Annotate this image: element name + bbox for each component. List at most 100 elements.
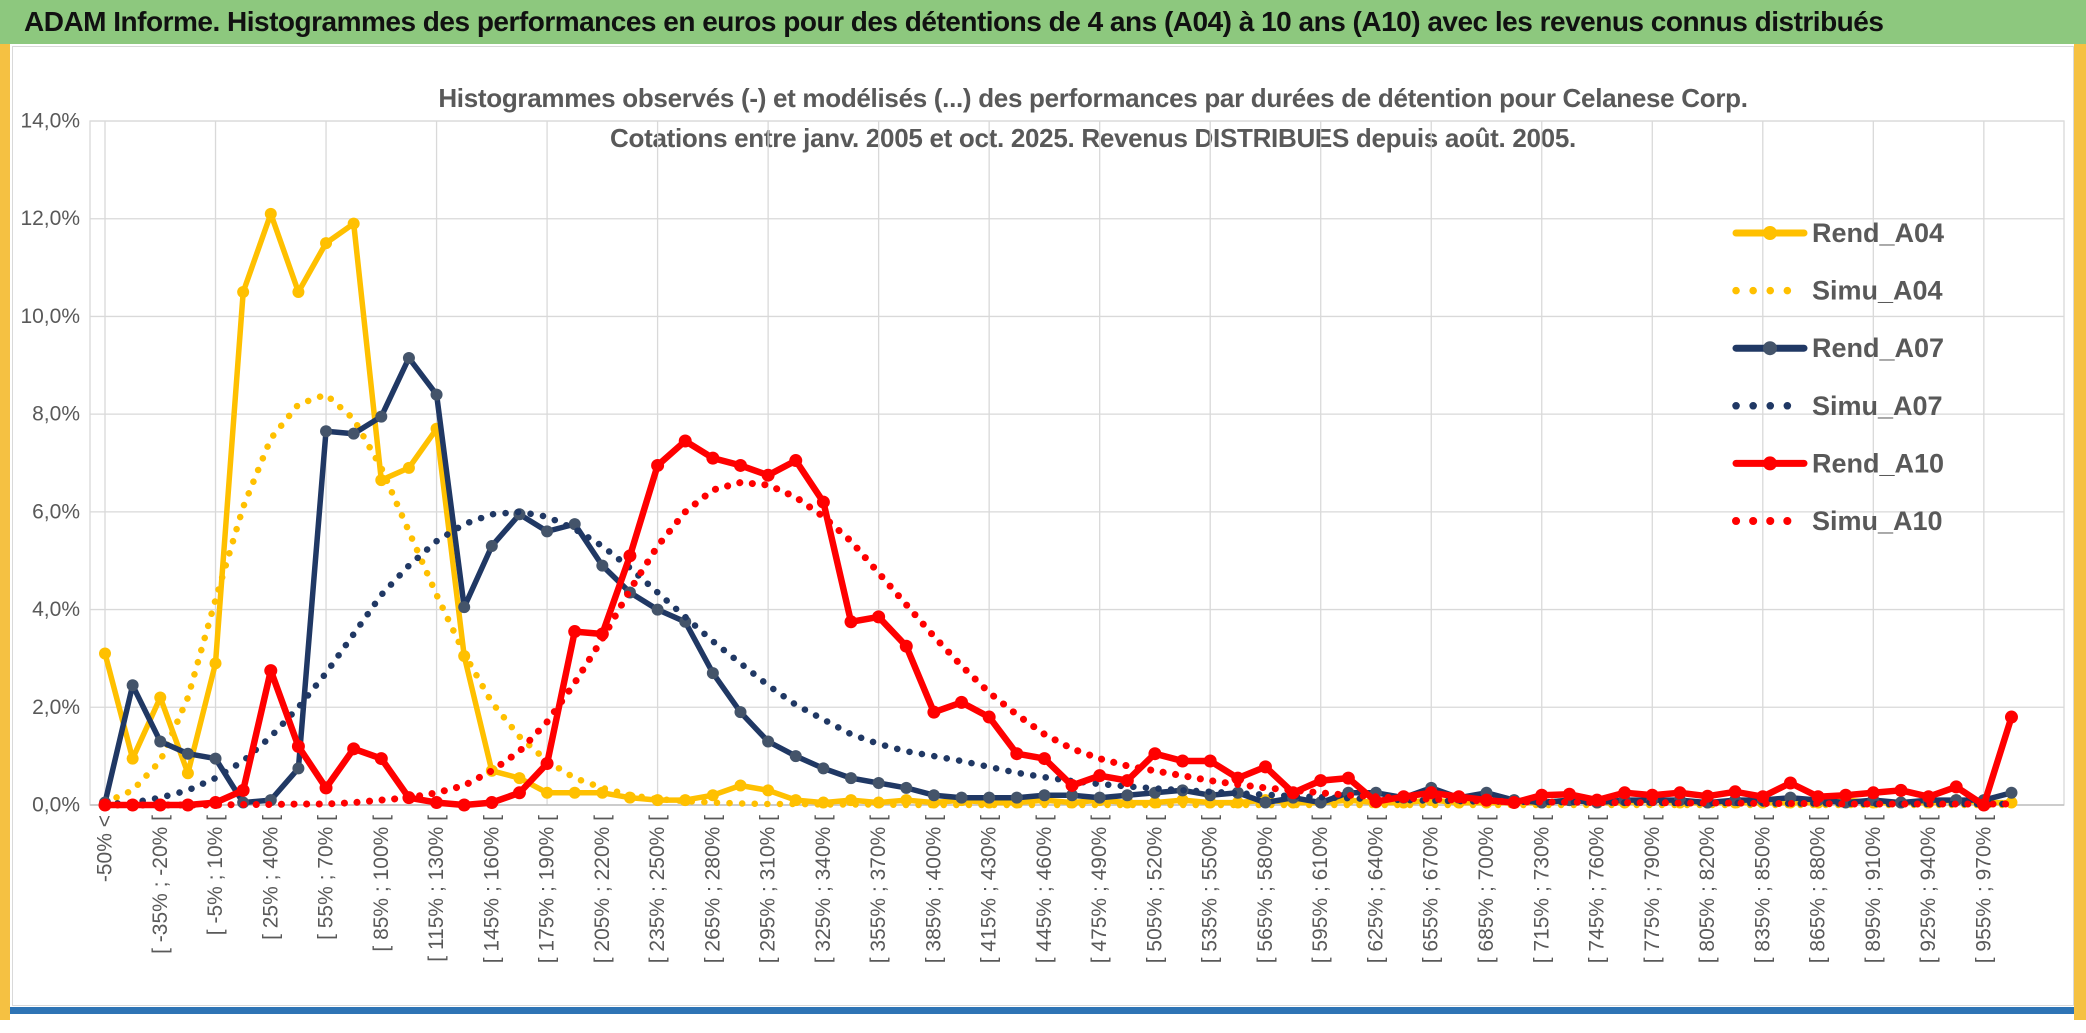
data-point bbox=[1259, 796, 1272, 809]
x-tick-label: [ -5% ; 10% [ bbox=[204, 815, 227, 935]
data-point bbox=[1728, 785, 1742, 799]
data-point bbox=[1562, 787, 1576, 801]
data-point bbox=[623, 549, 637, 563]
data-point bbox=[457, 798, 471, 812]
legend-marker bbox=[1763, 226, 1777, 240]
data-point bbox=[154, 691, 167, 704]
data-point bbox=[1148, 747, 1162, 761]
x-tick-label: [ 805% ; 820% [ bbox=[1696, 815, 1719, 963]
x-tick-label: [ 85% ; 100% [ bbox=[370, 815, 393, 952]
data-point bbox=[181, 767, 194, 780]
y-tick-label: 4,0% bbox=[32, 598, 80, 621]
data-point bbox=[706, 789, 719, 802]
legend-item-simu_a10[interactable]: Simu_A10 bbox=[1732, 506, 1943, 536]
data-point bbox=[983, 791, 996, 804]
data-point bbox=[1535, 788, 1549, 802]
data-point bbox=[1894, 783, 1908, 797]
data-point bbox=[347, 217, 360, 230]
x-tick-label: [ 535% ; 550% [ bbox=[1199, 815, 1222, 963]
data-point bbox=[485, 796, 499, 810]
data-point bbox=[872, 777, 885, 790]
legend-item-simu_a04[interactable]: Simu_A04 bbox=[1732, 276, 1943, 306]
x-tick-label: [ 205% ; 220% [ bbox=[591, 815, 614, 963]
data-point bbox=[1010, 747, 1024, 761]
data-point bbox=[845, 772, 858, 785]
data-point bbox=[568, 518, 581, 531]
x-tick-label: [ 25% ; 40% [ bbox=[259, 815, 282, 940]
x-tick-label: [ 235% ; 250% [ bbox=[646, 815, 669, 963]
data-point bbox=[955, 791, 968, 804]
data-point bbox=[126, 679, 139, 692]
series-simu_a04[interactable] bbox=[101, 391, 2015, 809]
data-point bbox=[733, 458, 747, 472]
x-axis-labels: -50% < [ -35% ; -20% [[ -5% ; 10% [[ 25% … bbox=[94, 815, 1996, 963]
x-tick-label: [ 925% ; 940% [ bbox=[1917, 815, 1940, 963]
data-point bbox=[1231, 771, 1245, 785]
legend-item-rend_a10[interactable]: Rend_A10 bbox=[1732, 448, 1944, 478]
data-point bbox=[292, 286, 305, 298]
data-point bbox=[1258, 760, 1272, 774]
data-point bbox=[1645, 788, 1659, 802]
chart-card[interactable]: Histogrammes observés (-) et modélisés (… bbox=[12, 46, 2074, 1006]
x-tick-label: [ 775% ; 790% [ bbox=[1641, 815, 1664, 963]
data-point bbox=[596, 559, 609, 572]
data-point bbox=[734, 706, 747, 719]
data-point bbox=[651, 458, 665, 472]
data-point bbox=[1037, 752, 1051, 766]
x-tick-label: [ 745% ; 760% [ bbox=[1586, 815, 1609, 963]
data-point bbox=[679, 794, 692, 807]
legend-item-simu_a07[interactable]: Simu_A07 bbox=[1732, 391, 1943, 421]
data-point bbox=[181, 798, 195, 812]
data-point bbox=[126, 752, 139, 765]
x-tick-label: [ -35% ; -20% [ bbox=[149, 815, 172, 954]
data-point bbox=[1065, 778, 1079, 792]
series-simu_a10[interactable] bbox=[101, 479, 2015, 809]
data-point bbox=[458, 601, 471, 614]
data-point bbox=[789, 750, 802, 763]
page-title: ADAM Informe. Histogrammes des performan… bbox=[24, 6, 1884, 37]
data-point bbox=[651, 603, 664, 616]
data-point bbox=[816, 495, 830, 509]
gold-frame-left bbox=[0, 44, 10, 1020]
data-point bbox=[1756, 790, 1770, 804]
data-point bbox=[706, 667, 719, 680]
series-rend_a04[interactable] bbox=[99, 207, 2018, 809]
legend-item-rend_a07[interactable]: Rend_A07 bbox=[1732, 333, 1944, 363]
data-point bbox=[292, 762, 305, 775]
bottom-blue-rule bbox=[10, 1007, 2074, 1014]
x-tick-label: [ 625% ; 640% [ bbox=[1364, 815, 1387, 963]
x-tick-label: [ 685% ; 700% [ bbox=[1475, 815, 1498, 963]
header-bar: ADAM Informe. Histogrammes des performan… bbox=[0, 0, 2086, 44]
data-point bbox=[430, 388, 443, 401]
series-rend_a10[interactable] bbox=[98, 434, 2018, 812]
data-point bbox=[1866, 786, 1880, 800]
data-point bbox=[844, 615, 858, 629]
x-tick-label: [ 55% ; 70% [ bbox=[315, 815, 338, 940]
data-point bbox=[927, 789, 940, 802]
data-point bbox=[375, 410, 388, 423]
series-simu_a07[interactable] bbox=[101, 508, 2015, 808]
data-point bbox=[982, 710, 996, 724]
data-point bbox=[1314, 774, 1328, 788]
data-point bbox=[154, 735, 167, 748]
gold-frame-right bbox=[2074, 44, 2086, 1020]
x-tick-label: [ 295% ; 310% [ bbox=[757, 815, 780, 963]
x-tick-label: [ 265% ; 280% [ bbox=[701, 815, 724, 963]
legend: Rend_A04 Simu_A04 Rend_A07 Simu_A07 Rend_A10… bbox=[1732, 218, 1944, 536]
data-point bbox=[541, 525, 554, 538]
data-point bbox=[734, 779, 747, 792]
data-point bbox=[762, 784, 775, 797]
data-point bbox=[320, 425, 333, 438]
y-tick-label: 12,0% bbox=[20, 207, 80, 230]
y-tick-label: 2,0% bbox=[32, 696, 80, 719]
data-point bbox=[1203, 754, 1217, 768]
data-point bbox=[1093, 769, 1107, 783]
data-point bbox=[430, 796, 444, 810]
x-tick-label: [ 445% ; 460% [ bbox=[1033, 815, 1056, 963]
data-point bbox=[789, 454, 803, 468]
x-tick-label: [ 175% ; 190% [ bbox=[536, 815, 559, 963]
legend-item-rend_a04[interactable]: Rend_A04 bbox=[1732, 218, 1944, 248]
x-tick-label: [ 385% ; 400% [ bbox=[922, 815, 945, 963]
